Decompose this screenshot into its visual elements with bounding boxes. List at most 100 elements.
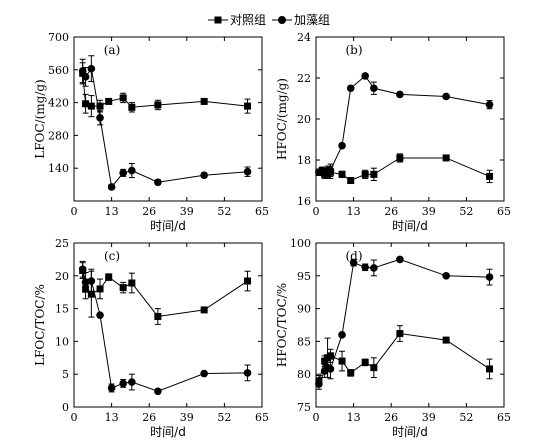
- data-point-square: [370, 170, 378, 178]
- data-point-square: [105, 273, 113, 281]
- x-tick-label: 39: [422, 205, 436, 218]
- panel-label: (d): [345, 249, 362, 263]
- data-point-square: [154, 101, 162, 109]
- data-point-circle: [442, 272, 450, 280]
- y-tick-label: 560: [48, 64, 69, 77]
- legend-control-label: 对照组: [230, 13, 266, 27]
- panel-label: (c): [104, 249, 120, 263]
- series-line: [318, 332, 490, 381]
- y-tick-label: 85: [297, 335, 311, 348]
- data-point-circle: [78, 265, 87, 274]
- data-point-square: [244, 277, 252, 285]
- x-tick-label: 0: [313, 411, 320, 424]
- data-point-circle: [119, 169, 127, 177]
- x-axis-title: 时间/d: [392, 425, 428, 439]
- series-algae: [78, 55, 252, 191]
- x-tick-label: 65: [497, 411, 511, 424]
- data-point-square: [105, 97, 113, 105]
- x-tick-label: 65: [255, 205, 269, 218]
- data-point-square: [338, 170, 346, 178]
- panel-1: 0 13 26 39 52 65 16 18 20 22 24 (b) 时间/d HFOC/(mg/g): [275, 31, 511, 233]
- panel-3: 0 13 26 39 52 65 75 80 85 90 95 100 (d) 时间/d HFOC/TOC/…: [275, 237, 511, 439]
- x-tick-label: 65: [497, 205, 511, 218]
- data-point-square: [361, 358, 369, 366]
- y-tick-label: 20: [55, 270, 69, 283]
- data-point-circle: [370, 264, 378, 272]
- data-point-square: [486, 365, 494, 373]
- series-line: [318, 258, 490, 385]
- series-algae: [315, 72, 494, 177]
- data-point-circle: [107, 183, 116, 191]
- data-point-square: [361, 170, 369, 178]
- data-point-square: [347, 369, 355, 377]
- y-axis-title: HFOC/TOC/%: [275, 283, 289, 367]
- y-tick-label: 0: [62, 401, 69, 414]
- data-point-circle: [243, 369, 252, 377]
- data-point-circle: [81, 73, 90, 81]
- data-point-circle: [96, 114, 104, 122]
- data-point-square: [96, 285, 104, 293]
- panel-0: 0 13 26 39 52 65 140 280 420 560 700 (a) 时间/d LFOC/(m…: [33, 31, 269, 233]
- x-tick-label: 52: [459, 205, 473, 218]
- y-axis-title: LFOC/TOC/%: [33, 284, 47, 366]
- data-point-square: [396, 154, 404, 162]
- plot-frame: [315, 242, 505, 408]
- x-tick-label: 13: [347, 411, 361, 424]
- x-tick-label: 39: [422, 411, 436, 424]
- panel-2: 0 13 26 39 52 65 0 5 10 15 20 25 (c) 时间/d LFOC/TOC/%: [33, 237, 269, 439]
- data-point-circle: [154, 178, 162, 187]
- y-axis-title: LFOC/(mg/g): [33, 79, 47, 159]
- y-axis-title: HFOC/(mg/g): [275, 78, 289, 160]
- y-tick-label: 700: [48, 31, 69, 44]
- data-point-square: [82, 100, 90, 108]
- data-point-circle: [361, 72, 369, 80]
- legend-algae-marker: [278, 16, 286, 24]
- series-algae: [315, 255, 494, 390]
- data-point-square: [154, 312, 162, 320]
- y-tick-label: 140: [48, 162, 69, 175]
- y-tick-label: 22: [297, 72, 311, 85]
- x-tick-label: 0: [71, 205, 78, 218]
- y-tick-label: 280: [48, 129, 69, 142]
- data-point-circle: [396, 90, 404, 99]
- data-point-square: [486, 172, 494, 180]
- data-point-circle: [315, 380, 323, 388]
- data-point-circle: [326, 365, 335, 373]
- data-point-circle: [200, 171, 208, 180]
- data-point-circle: [349, 258, 358, 267]
- y-tick-label: 420: [48, 97, 69, 110]
- x-tick-label: 13: [347, 205, 361, 218]
- data-point-circle: [107, 384, 116, 392]
- y-tick-label: 20: [297, 113, 311, 126]
- y-tick-label: 18: [297, 154, 311, 167]
- y-tick-label: 5: [62, 368, 69, 381]
- data-point-square: [96, 102, 104, 110]
- y-tick-label: 100: [290, 237, 311, 250]
- data-point-circle: [96, 311, 104, 319]
- x-tick-label: 26: [384, 411, 398, 424]
- data-point-square: [119, 94, 127, 102]
- x-tick-label: 65: [255, 411, 269, 424]
- plot-frame: [73, 36, 263, 202]
- series-line: [82, 269, 248, 392]
- y-tick-label: 15: [55, 303, 69, 316]
- x-tick-label: 39: [180, 205, 194, 218]
- data-point-circle: [87, 64, 96, 73]
- x-axis-title: 时间/d: [150, 219, 186, 233]
- x-axis-title: 时间/d: [150, 425, 186, 439]
- x-tick-label: 26: [142, 205, 156, 218]
- data-point-square: [244, 102, 252, 110]
- y-tick-label: 16: [297, 195, 311, 208]
- data-point-circle: [78, 67, 87, 75]
- data-point-circle: [81, 278, 90, 287]
- x-tick-label: 0: [71, 411, 78, 424]
- y-tick-label: 24: [297, 31, 311, 44]
- data-point-square: [119, 284, 127, 292]
- plot-frame: [73, 242, 263, 408]
- data-point-circle: [128, 166, 136, 175]
- data-point-circle: [128, 378, 136, 386]
- data-point-circle: [442, 92, 450, 101]
- data-point-square: [128, 279, 136, 287]
- data-point-square: [396, 330, 404, 338]
- data-point-circle: [338, 331, 346, 339]
